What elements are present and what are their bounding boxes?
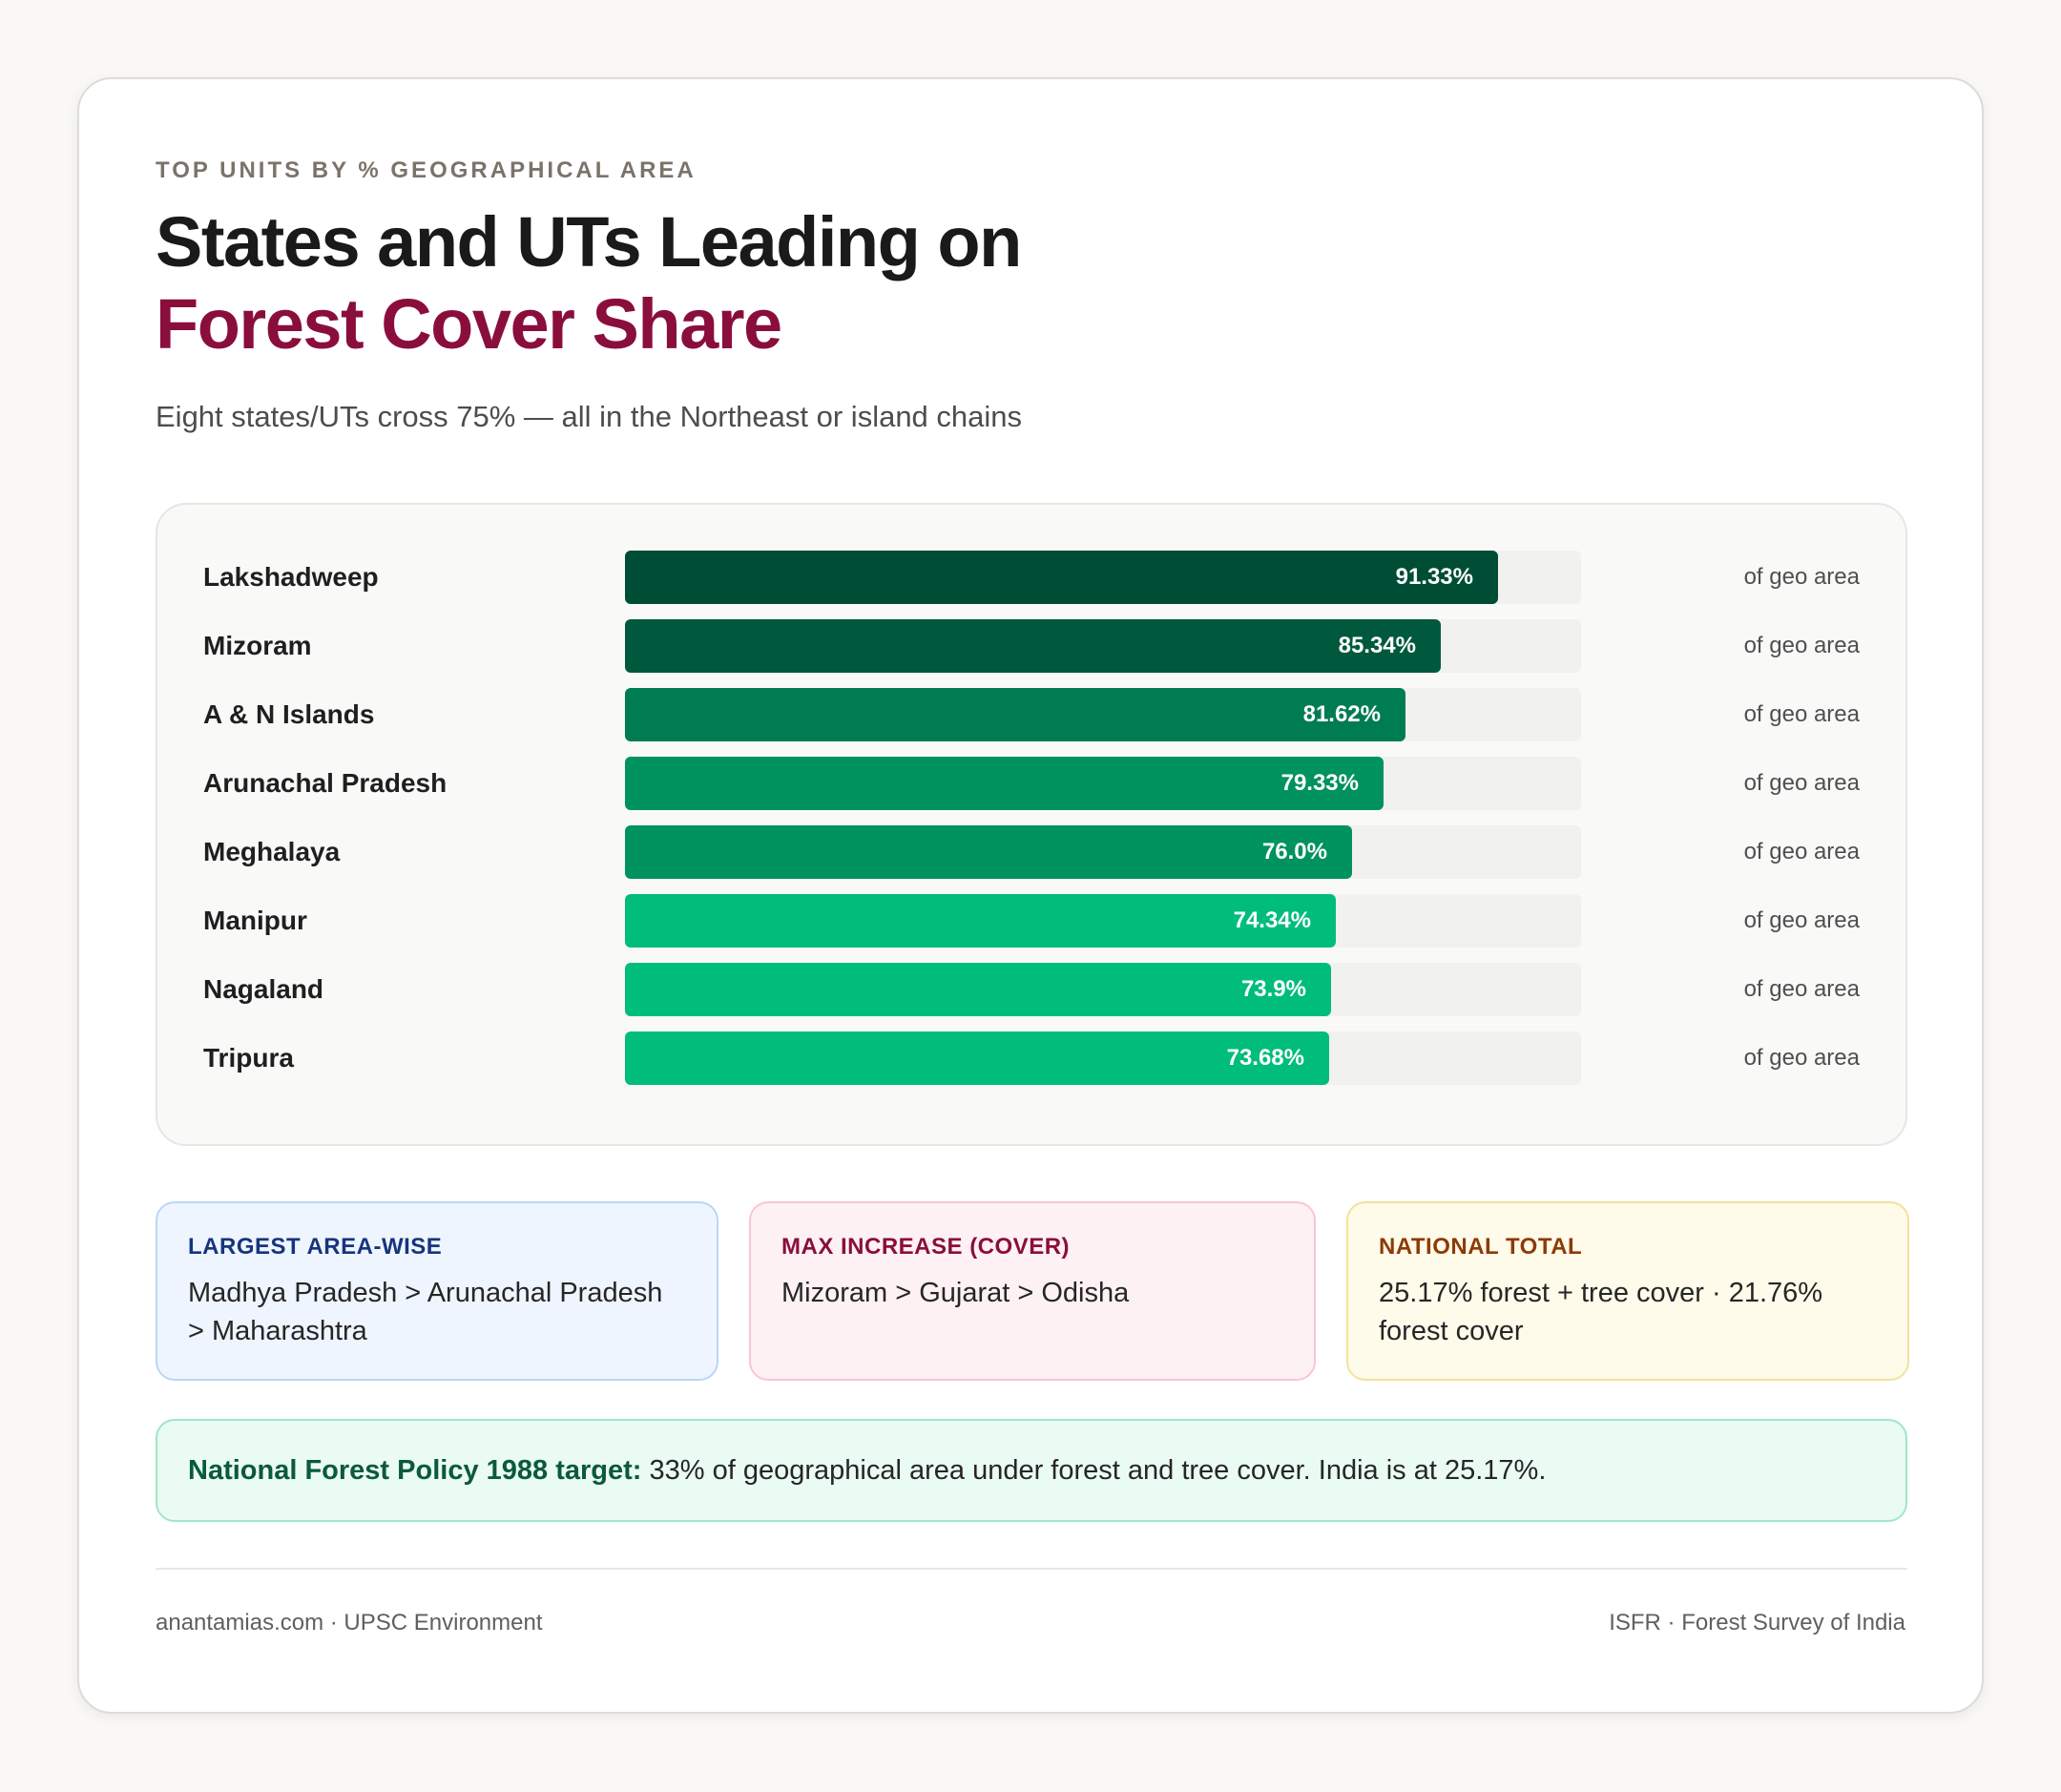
bar-value-label: 81.62% [1302,701,1381,727]
bar-track: 73.9% [625,963,1581,1016]
info-box-title: NATIONAL TOTAL [1379,1234,1583,1260]
bar-track: 79.33% [625,757,1581,810]
chart-row: Nagaland 73.9% of geo area [157,963,1905,1016]
category-label: Mizoram [203,631,312,660]
bar-value-label: 74.34% [1233,907,1311,933]
unit-label: of geo area [1743,564,1860,590]
category-label: Manipur [203,906,307,935]
bar-value-label: 76.0% [1261,839,1327,865]
bar [625,825,1352,879]
title-line-1: States and UTs Leading on [156,202,1022,281]
unit-label: of geo area [1743,1045,1860,1071]
chart-row: Manipur 74.34% of geo area [157,894,1905,948]
unit-label: of geo area [1743,839,1860,865]
policy-note: National Forest Policy 1988 target: 33% … [156,1419,1907,1522]
bar [625,688,1405,741]
bar [625,1031,1329,1085]
bar-value-label: 73.9% [1240,976,1306,1002]
footer-divider [156,1568,1907,1570]
bar [625,619,1441,673]
bar-value-label: 85.34% [1338,633,1416,658]
info-box-national-total: NATIONAL TOTAL 25.17% forest + tree cove… [1346,1201,1909,1381]
footer-source-data: ISFR · Forest Survey of India [1609,1610,1905,1636]
eyebrow-label: TOP UNITS BY % GEOGRAPHICAL AREA [156,157,697,183]
footer-source-site: anantamias.com · UPSC Environment [156,1610,543,1636]
policy-text: 33% of geographical area under forest an… [641,1455,1547,1486]
info-box-text: Madhya Pradesh > Arunachal Pradesh > Mah… [188,1278,663,1346]
bar-track: 91.33% [625,551,1581,604]
bar-track: 76.0% [625,825,1581,879]
bar-value-label: 79.33% [1280,770,1359,796]
category-label: Arunachal Pradesh [203,768,448,798]
category-label: A & N Islands [203,699,375,729]
chart-row: Mizoram 85.34% of geo area [157,619,1905,673]
info-box-text: 25.17% forest + tree cover · 21.76% fore… [1379,1278,1823,1346]
bar-track: 74.34% [625,894,1581,948]
bar-track: 73.68% [625,1031,1581,1085]
bar [625,551,1498,604]
bar [625,963,1331,1016]
info-box-max-increase: MAX INCREASE (COVER) Mizoram > Gujarat >… [749,1201,1316,1381]
info-box-text: Mizoram > Gujarat > Odisha [781,1278,1130,1308]
subtitle: Eight states/UTs cross 75% — all in the … [156,400,1023,433]
chart-row: Meghalaya 76.0% of geo area [157,825,1905,879]
bar-track: 81.62% [625,688,1581,741]
chart-row: Arunachal Pradesh 79.33% of geo area [157,757,1905,810]
unit-label: of geo area [1743,701,1860,727]
policy-label: National Forest Policy 1988 target: [188,1455,642,1486]
info-box-title: LARGEST AREA-WISE [188,1234,443,1260]
chart-row: A & N Islands 81.62% of geo area [157,688,1905,741]
info-box-largest-area: LARGEST AREA-WISE Madhya Pradesh > Aruna… [156,1201,718,1381]
category-label: Meghalaya [203,837,341,866]
info-box-title: MAX INCREASE (COVER) [781,1234,1071,1260]
unit-label: of geo area [1743,633,1860,658]
title-line-2: Forest Cover Share [156,284,782,364]
bar-track: 85.34% [625,619,1581,673]
chart-row: Tripura 73.68% of geo area [157,1031,1905,1085]
infographic-card: TOP UNITS BY % GEOGRAPHICAL AREA States … [77,77,1984,1714]
bar-value-label: 73.68% [1226,1045,1304,1071]
bar [625,757,1384,810]
page-title: States and UTs Leading on Forest Cover S… [156,201,1022,365]
unit-label: of geo area [1743,770,1860,796]
bar-chart-panel: Lakshadweep 91.33% of geo area Mizoram 85.34… [156,503,1907,1146]
category-label: Tripura [203,1043,294,1073]
chart-row: Lakshadweep 91.33% of geo area [157,551,1905,604]
category-label: Lakshadweep [203,562,379,592]
unit-label: of geo area [1743,976,1860,1002]
category-label: Nagaland [203,974,324,1004]
bar [625,894,1336,948]
bar-value-label: 91.33% [1395,564,1473,590]
unit-label: of geo area [1743,907,1860,933]
